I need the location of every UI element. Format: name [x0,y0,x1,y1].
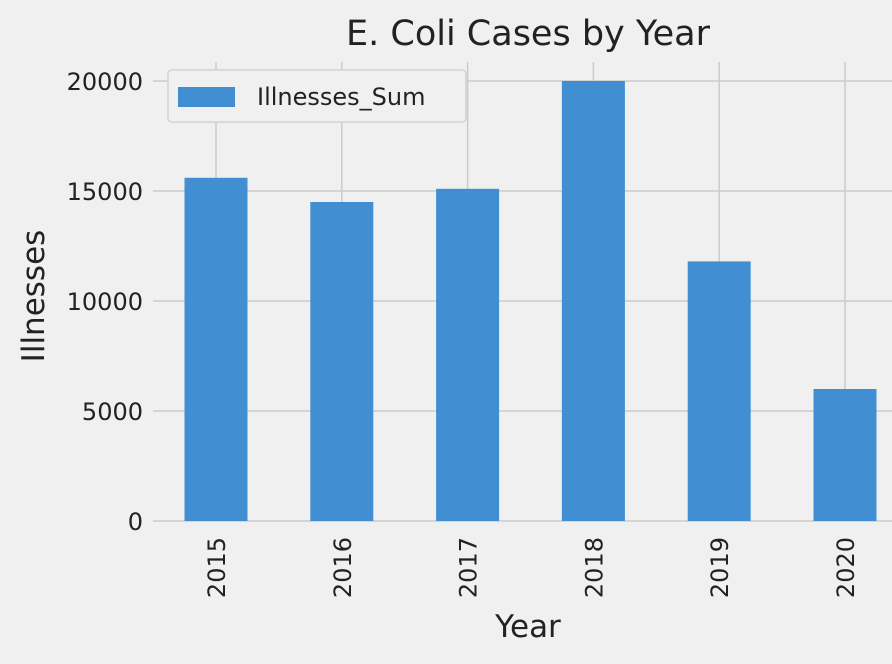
x-tick-label: 2018 [580,537,608,598]
bar-2016 [310,202,374,521]
bar-2020 [813,389,877,521]
y-axis-title: Illnesses [16,230,52,363]
bar-2018 [561,81,625,521]
x-tick-label: 2019 [706,537,734,598]
legend-frame [167,69,467,123]
y-tick-label: 10000 [67,288,143,316]
x-tick-label: 2016 [329,537,357,598]
chart-title: E. Coli Cases by Year [346,14,711,54]
bars [184,81,877,522]
y-tick-label: 5000 [82,398,143,426]
bar-2017 [436,188,500,522]
y-tick-label: 20000 [67,68,143,96]
x-tick-label: 2015 [203,537,231,598]
legend-swatch [178,87,235,107]
legend: Illnesses_Sum [167,69,467,123]
y-tick-label: 15000 [67,178,143,206]
x-tick-label: 2020 [832,537,860,598]
x-axis-title: Year [494,609,561,645]
x-tick-labels: 2015 2016 2017 2018 2019 2020 [203,537,860,598]
grid-lines [153,62,892,522]
y-tick-label: 0 [128,508,143,536]
x-tick-label: 2017 [455,537,483,598]
y-tick-labels: 0 5000 10000 15000 20000 [67,68,143,536]
legend-label: Illnesses_Sum [257,83,426,111]
bar-2015 [184,177,248,522]
bar-2019 [687,261,751,521]
